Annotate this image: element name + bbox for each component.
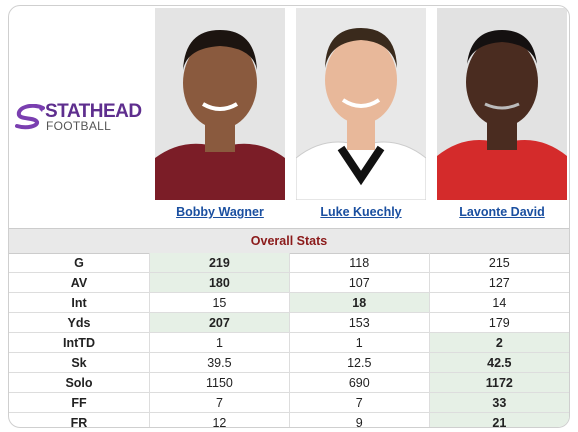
stat-value: 179 — [429, 312, 569, 333]
stat-value: 21 — [429, 412, 569, 427]
stathead-logo[interactable]: STATHEAD FOOTBALL — [15, 101, 149, 134]
player-photo-kuechly — [296, 8, 426, 200]
stat-label: G — [9, 253, 150, 273]
stat-label: AV — [9, 272, 150, 293]
stat-value: 215 — [429, 253, 569, 273]
stat-label: Yds — [9, 312, 150, 333]
stat-value: 18 — [289, 292, 430, 313]
stat-value: 15 — [149, 292, 290, 313]
stats-row-sk: Sk 39.5 12.5 42.5 — [9, 352, 569, 373]
logo-wordmark-bottom: FOOTBALL — [46, 119, 112, 133]
stat-label: Solo — [9, 372, 150, 393]
player-photo-wagner — [155, 8, 285, 200]
stat-value: 118 — [289, 253, 430, 273]
player-link-wagner[interactable]: Bobby Wagner — [176, 205, 264, 219]
stat-value: 33 — [429, 392, 569, 413]
logo-area: STATHEAD FOOTBALL — [9, 6, 151, 216]
stat-value: 107 — [289, 272, 430, 293]
stat-value: 219 — [149, 253, 290, 273]
stathead-logo-icon — [15, 104, 45, 130]
stats-row-ff: FF 7 7 33 — [9, 392, 569, 413]
stat-value: 690 — [289, 372, 430, 393]
stat-value: 1 — [289, 332, 430, 353]
stat-value: 39.5 — [149, 352, 290, 373]
stat-value: 180 — [149, 272, 290, 293]
stats-row-solo: Solo 1150 690 1172 — [9, 372, 569, 393]
player-column-wagner: Bobby Wagner — [155, 6, 285, 228]
stat-value: 1150 — [149, 372, 290, 393]
stats-row-inttd: IntTD 1 1 2 — [9, 332, 569, 353]
player-column-kuechly: Luke Kuechly — [296, 6, 426, 228]
stats-row-int: Int 15 18 14 — [9, 292, 569, 313]
player-column-david: Lavonte David — [437, 6, 567, 228]
stat-value: 7 — [289, 392, 430, 413]
comparison-card: STATHEAD FOOTBALL Bobby Wagner — [8, 5, 570, 428]
player-link-kuechly[interactable]: Luke Kuechly — [320, 205, 402, 219]
logo-wordmark-top: STATHEAD — [45, 101, 142, 122]
stats-row-av: AV 180 107 127 — [9, 272, 569, 293]
stat-value: 12.5 — [289, 352, 430, 373]
stat-value: 153 — [289, 312, 430, 333]
stat-label: FR — [9, 412, 150, 427]
section-header-overall-stats: Overall Stats — [9, 228, 569, 254]
stat-value: 7 — [149, 392, 290, 413]
stat-value: 1 — [149, 332, 290, 353]
stat-value: 12 — [149, 412, 290, 427]
stat-value: 127 — [429, 272, 569, 293]
player-photo-david — [437, 8, 567, 200]
stat-value: 14 — [429, 292, 569, 313]
stats-row-g: G 219 118 215 — [9, 253, 569, 273]
stats-table: G 219 118 215 AV 180 107 127 Int 15 18 14 Yds 207 153 1… — [9, 253, 569, 427]
stat-label: IntTD — [9, 332, 150, 353]
stats-row-fr: FR 12 9 21 — [9, 412, 569, 427]
stat-label: Int — [9, 292, 150, 313]
stat-label: Sk — [9, 352, 150, 373]
stat-value: 42.5 — [429, 352, 569, 373]
stat-label: FF — [9, 392, 150, 413]
stat-value: 9 — [289, 412, 430, 427]
stat-value: 1172 — [429, 372, 569, 393]
stat-value: 2 — [429, 332, 569, 353]
stat-value: 207 — [149, 312, 290, 333]
stats-row-yds: Yds 207 153 179 — [9, 312, 569, 333]
player-link-david[interactable]: Lavonte David — [459, 205, 545, 219]
